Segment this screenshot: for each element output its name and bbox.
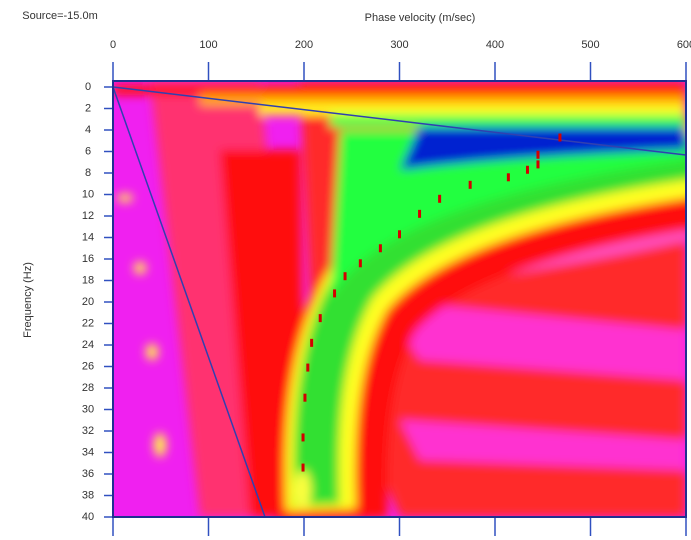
dispersion-point bbox=[507, 173, 510, 181]
y-tick-label: 34 bbox=[82, 446, 94, 458]
dispersion-point bbox=[526, 166, 529, 174]
y-tick-label: 36 bbox=[82, 468, 94, 480]
y-tick-label: 6 bbox=[85, 145, 91, 157]
y-tick-label: 12 bbox=[82, 210, 94, 222]
y-tick-label: 32 bbox=[82, 425, 94, 437]
x-tick-label: 300 bbox=[390, 39, 408, 51]
y-tick-label: 8 bbox=[85, 167, 91, 179]
x-tick-label: 600 bbox=[677, 39, 691, 51]
y-tick-label: 4 bbox=[85, 124, 91, 136]
x-tick-label: 200 bbox=[295, 39, 313, 51]
dispersion-point bbox=[319, 314, 322, 322]
dispersion-point bbox=[469, 181, 472, 189]
y-tick-label: 40 bbox=[82, 511, 94, 523]
dispersion-point bbox=[302, 433, 305, 441]
dispersion-point bbox=[310, 339, 313, 347]
y-tick-label: 26 bbox=[82, 360, 94, 372]
dispersion-point bbox=[398, 230, 401, 238]
dispersion-point bbox=[333, 289, 336, 297]
dispersion-point bbox=[438, 195, 441, 203]
y-tick-label: 38 bbox=[82, 489, 94, 501]
y-tick-label: 18 bbox=[82, 274, 94, 286]
dispersion-point bbox=[306, 364, 309, 372]
y-axis-label: Frequency (Hz) bbox=[22, 262, 34, 338]
y-tick-label: 14 bbox=[82, 231, 94, 243]
y-tick-label: 24 bbox=[82, 339, 94, 351]
x-tick-label: 400 bbox=[486, 39, 504, 51]
y-tick-label: 16 bbox=[82, 253, 94, 265]
y-tick-label: 0 bbox=[85, 81, 91, 93]
dispersion-point bbox=[359, 259, 362, 267]
y-tick-label: 2 bbox=[85, 102, 91, 114]
y-tick-label: 22 bbox=[82, 317, 94, 329]
y-tick-label: 28 bbox=[82, 382, 94, 394]
dispersion-point bbox=[536, 160, 539, 168]
dispersion-point bbox=[536, 151, 539, 159]
dispersion-point bbox=[302, 464, 305, 472]
dispersion-point bbox=[379, 244, 382, 252]
dispersion-image bbox=[113, 81, 691, 520]
y-tick-label: 10 bbox=[82, 188, 94, 200]
y-tick-label: 20 bbox=[82, 296, 94, 308]
chart: Source=-15.0m Phase velocity (m/sec) Fre… bbox=[0, 0, 691, 540]
chart-title: Source=-15.0m bbox=[22, 10, 98, 22]
dispersion-point bbox=[344, 272, 347, 280]
x-tick-label: 100 bbox=[199, 39, 217, 51]
dispersion-point bbox=[418, 210, 421, 218]
x-axis-label: Phase velocity (m/sec) bbox=[365, 12, 476, 24]
dispersion-point bbox=[558, 134, 561, 142]
x-tick-label: 0 bbox=[110, 39, 116, 51]
y-tick-label: 30 bbox=[82, 403, 94, 415]
dispersion-point bbox=[303, 394, 306, 402]
x-tick-label: 500 bbox=[581, 39, 599, 51]
